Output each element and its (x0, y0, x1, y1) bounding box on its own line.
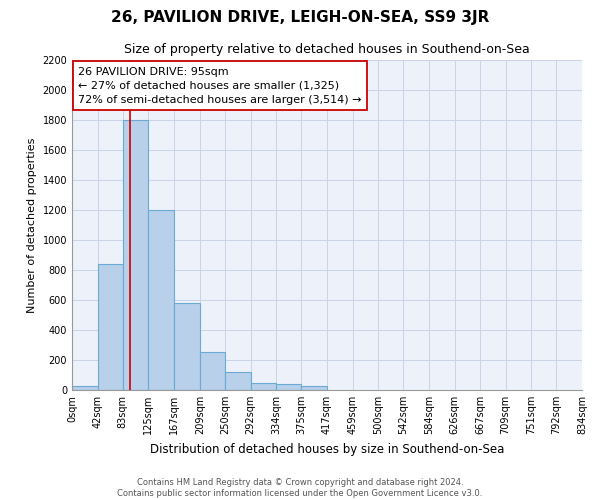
Bar (251, 383, 276, 390)
Bar (301, 386, 327, 390)
X-axis label: Distribution of detached houses by size in Southend-on-Sea: Distribution of detached houses by size … (150, 442, 504, 456)
Bar (200, 352, 225, 390)
Bar (123, 120, 148, 390)
Bar (98, 264, 123, 390)
Bar (148, 210, 174, 390)
Title: Size of property relative to detached houses in Southend-on-Sea: Size of property relative to detached ho… (124, 43, 530, 56)
Bar (276, 384, 301, 390)
Bar (72, 386, 98, 390)
Text: Contains HM Land Registry data © Crown copyright and database right 2024.
Contai: Contains HM Land Registry data © Crown c… (118, 478, 482, 498)
Y-axis label: Number of detached properties: Number of detached properties (27, 138, 37, 312)
Text: 26, PAVILION DRIVE, LEIGH-ON-SEA, SS9 3JR: 26, PAVILION DRIVE, LEIGH-ON-SEA, SS9 3J… (111, 10, 489, 25)
Bar (225, 372, 251, 390)
Text: 26 PAVILION DRIVE: 95sqm
← 27% of detached houses are smaller (1,325)
72% of sem: 26 PAVILION DRIVE: 95sqm ← 27% of detach… (78, 66, 362, 105)
Bar (174, 303, 200, 390)
